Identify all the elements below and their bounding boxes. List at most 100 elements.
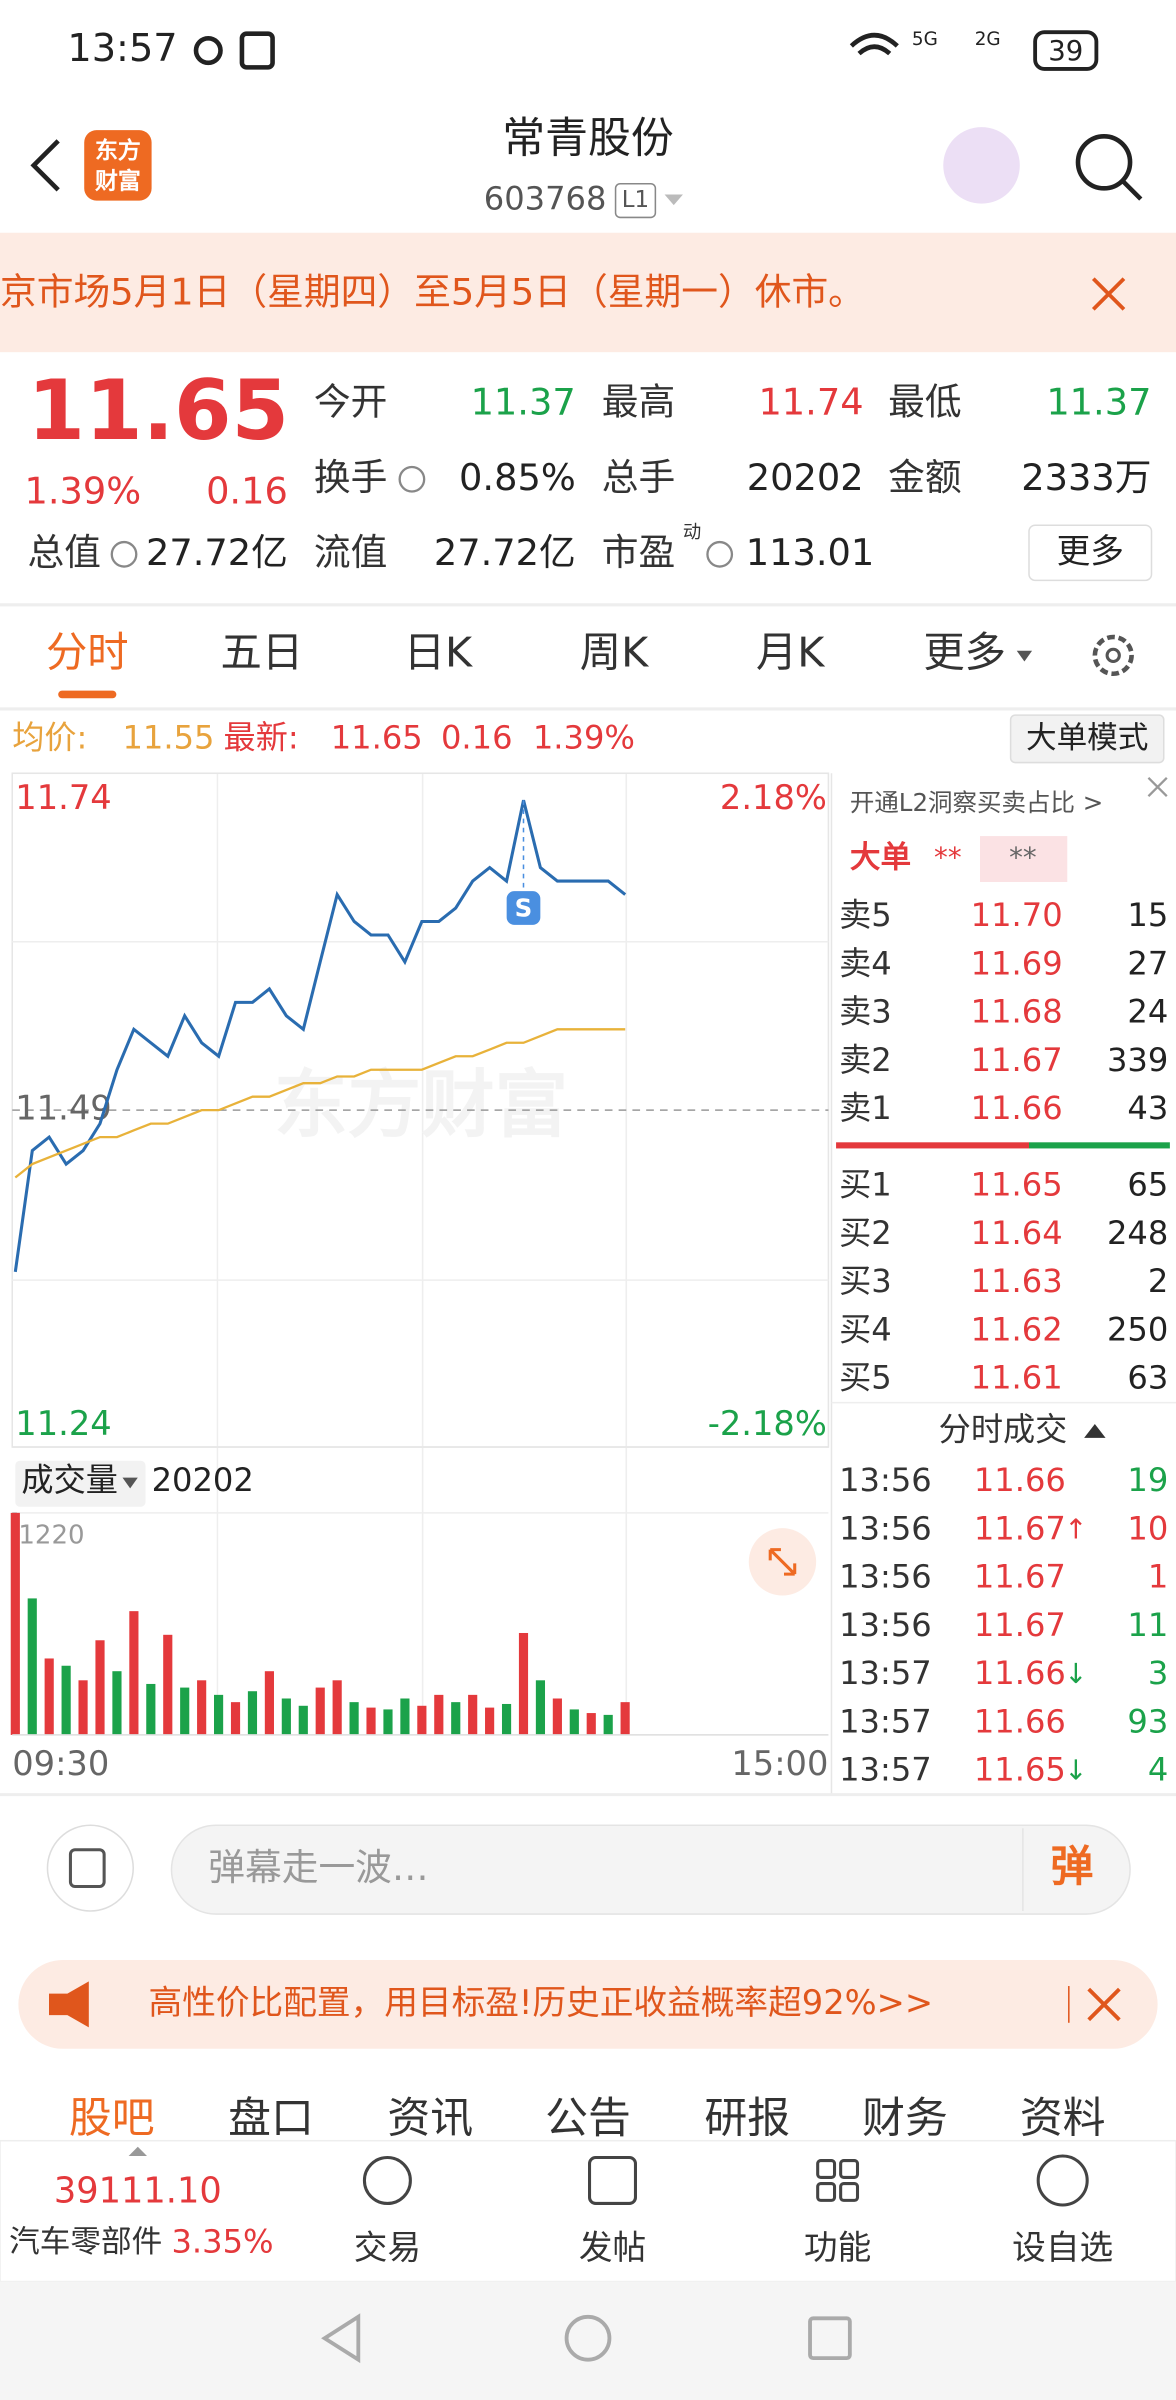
volume-bar (247, 1691, 258, 1735)
ad-close[interactable] (1087, 1987, 1121, 2022)
comment-input[interactable] (170, 1824, 1131, 1915)
trade-volume: 3 (1148, 1654, 1168, 1692)
nav-item[interactable]: 设自选 (1012, 2228, 1113, 2267)
x-tick-label: 15:00 (731, 1744, 828, 1783)
expand-icon (768, 1548, 797, 1576)
avg-value: 11.55 (123, 719, 215, 757)
nav-index[interactable]: 39111.10 (54, 2171, 222, 2212)
trade-time: 13:56 (839, 1606, 932, 1644)
eye-icon (193, 35, 223, 66)
promo-close[interactable] (1147, 777, 1168, 798)
volume-bar (485, 1707, 495, 1735)
info-icon (706, 540, 734, 568)
mode-label[interactable]: 大单模式 (1026, 721, 1148, 756)
stat-label: 总值 (28, 531, 101, 574)
ratio-green (1029, 1142, 1170, 1149)
sys-back[interactable] (321, 2313, 361, 2364)
l2-promo[interactable]: 开通L2洞察买卖占比 > (850, 788, 1103, 817)
volume-bar (95, 1640, 105, 1735)
back-button[interactable] (30, 139, 60, 192)
volume-bar (535, 1680, 546, 1735)
volume-bar (400, 1698, 410, 1735)
book-level: 买2 (839, 1214, 892, 1252)
danmaku-button[interactable]: 弹 (1050, 1842, 1093, 1892)
stat-value: 113.01 (746, 531, 875, 574)
volume-selector[interactable] (15, 1460, 146, 1507)
y-tick-label: 11.49 (15, 1089, 111, 1128)
tab[interactable]: 周K (580, 628, 649, 676)
nfc-icon (239, 31, 275, 70)
volume-bar (61, 1665, 71, 1735)
trade-volume: 1 (1148, 1558, 1168, 1596)
sub-tab[interactable]: 盘口 (228, 2093, 314, 2143)
sub-tab[interactable]: 公告 (545, 2093, 631, 2143)
volume-bar (315, 1687, 325, 1735)
tab[interactable]: 五日 (221, 628, 304, 676)
volume-bar (264, 1671, 274, 1735)
sub-tab[interactable]: 股吧 (69, 2093, 155, 2143)
trade-price: 11.67 (974, 1509, 1066, 1547)
tab[interactable]: 月K (756, 628, 825, 676)
volume-bar (586, 1713, 596, 1735)
logo-top: 东方 (95, 137, 141, 164)
battery (1033, 30, 1099, 71)
sub-tab[interactable]: 研报 (704, 2093, 790, 2143)
stat-label: 换手 (314, 456, 387, 499)
more-label[interactable]: 更多 (1057, 531, 1124, 570)
book-price: 11.65 (971, 1166, 1063, 1204)
stock-name: 常青股份 (502, 113, 673, 163)
book-level: 卖1 (839, 1089, 892, 1127)
mode-button[interactable] (1009, 714, 1165, 764)
sub-tab[interactable]: 资料 (1020, 2093, 1106, 2143)
volume-bar (434, 1694, 444, 1735)
notice-text: 京市场5月1日（星期四）至5月5日（星期一）休市。 (0, 270, 865, 313)
ad-banner[interactable] (18, 1959, 1158, 2049)
nav-item[interactable]: 发帖 (579, 2228, 646, 2267)
volume-title[interactable]: 成交量 (21, 1461, 117, 1499)
level-box (614, 182, 657, 219)
sub-tab[interactable]: 财务 (862, 2093, 948, 2143)
volume-bar (332, 1680, 342, 1735)
stat-value: 2333万 (1021, 456, 1151, 499)
search-icon[interactable] (1075, 133, 1133, 191)
book-price: 11.68 (971, 993, 1063, 1031)
nav-sector-pct: 3.35% (172, 2222, 274, 2260)
sys-recent[interactable] (808, 2316, 852, 2361)
tab[interactable]: 分时 (46, 628, 129, 676)
trade-time: 13:57 (839, 1702, 932, 1740)
volume-bar (603, 1714, 613, 1735)
nav-item[interactable]: 功能 (804, 2228, 871, 2267)
notice-close[interactable] (1091, 277, 1126, 311)
book-level: 买3 (839, 1262, 892, 1300)
trade-volume: 11 (1127, 1606, 1168, 1644)
assistant-avatar[interactable] (943, 127, 1020, 204)
sub-tab[interactable]: 资讯 (387, 2093, 473, 2143)
volume-bar (281, 1698, 291, 1735)
system-nav (0, 2281, 1176, 2400)
status-time: 13:57 (67, 26, 177, 71)
book-price: 11.64 (971, 1214, 1063, 1252)
volume-bar (298, 1705, 308, 1735)
trade-price: 11.67 (974, 1606, 1066, 1644)
settings-icon[interactable] (1092, 634, 1134, 677)
sys-home[interactable] (564, 2314, 612, 2362)
y-tick-label: 1220 (18, 1520, 84, 1550)
y-tick-label: 11.74 (15, 778, 111, 817)
stat-label: 最高 (602, 381, 675, 424)
book-level: 买5 (839, 1359, 892, 1397)
trades-arrow (1084, 1424, 1106, 1438)
trade-time: 13:56 (839, 1558, 932, 1596)
comment-list-button[interactable] (46, 1824, 134, 1912)
nav-item[interactable]: 交易 (354, 2228, 421, 2267)
book-volume: 24 (1127, 993, 1168, 1031)
annotation-text: S (515, 894, 533, 923)
nav-icon (816, 2159, 837, 2179)
comment-list-icon (68, 1848, 106, 1889)
book-volume: 43 (1127, 1089, 1168, 1127)
more-button[interactable] (1028, 524, 1153, 582)
trade-price: 11.67 (974, 1558, 1066, 1596)
book-volume: 63 (1127, 1359, 1168, 1397)
tab[interactable]: 更多 (923, 628, 1006, 676)
tab[interactable]: 日K (404, 628, 473, 676)
